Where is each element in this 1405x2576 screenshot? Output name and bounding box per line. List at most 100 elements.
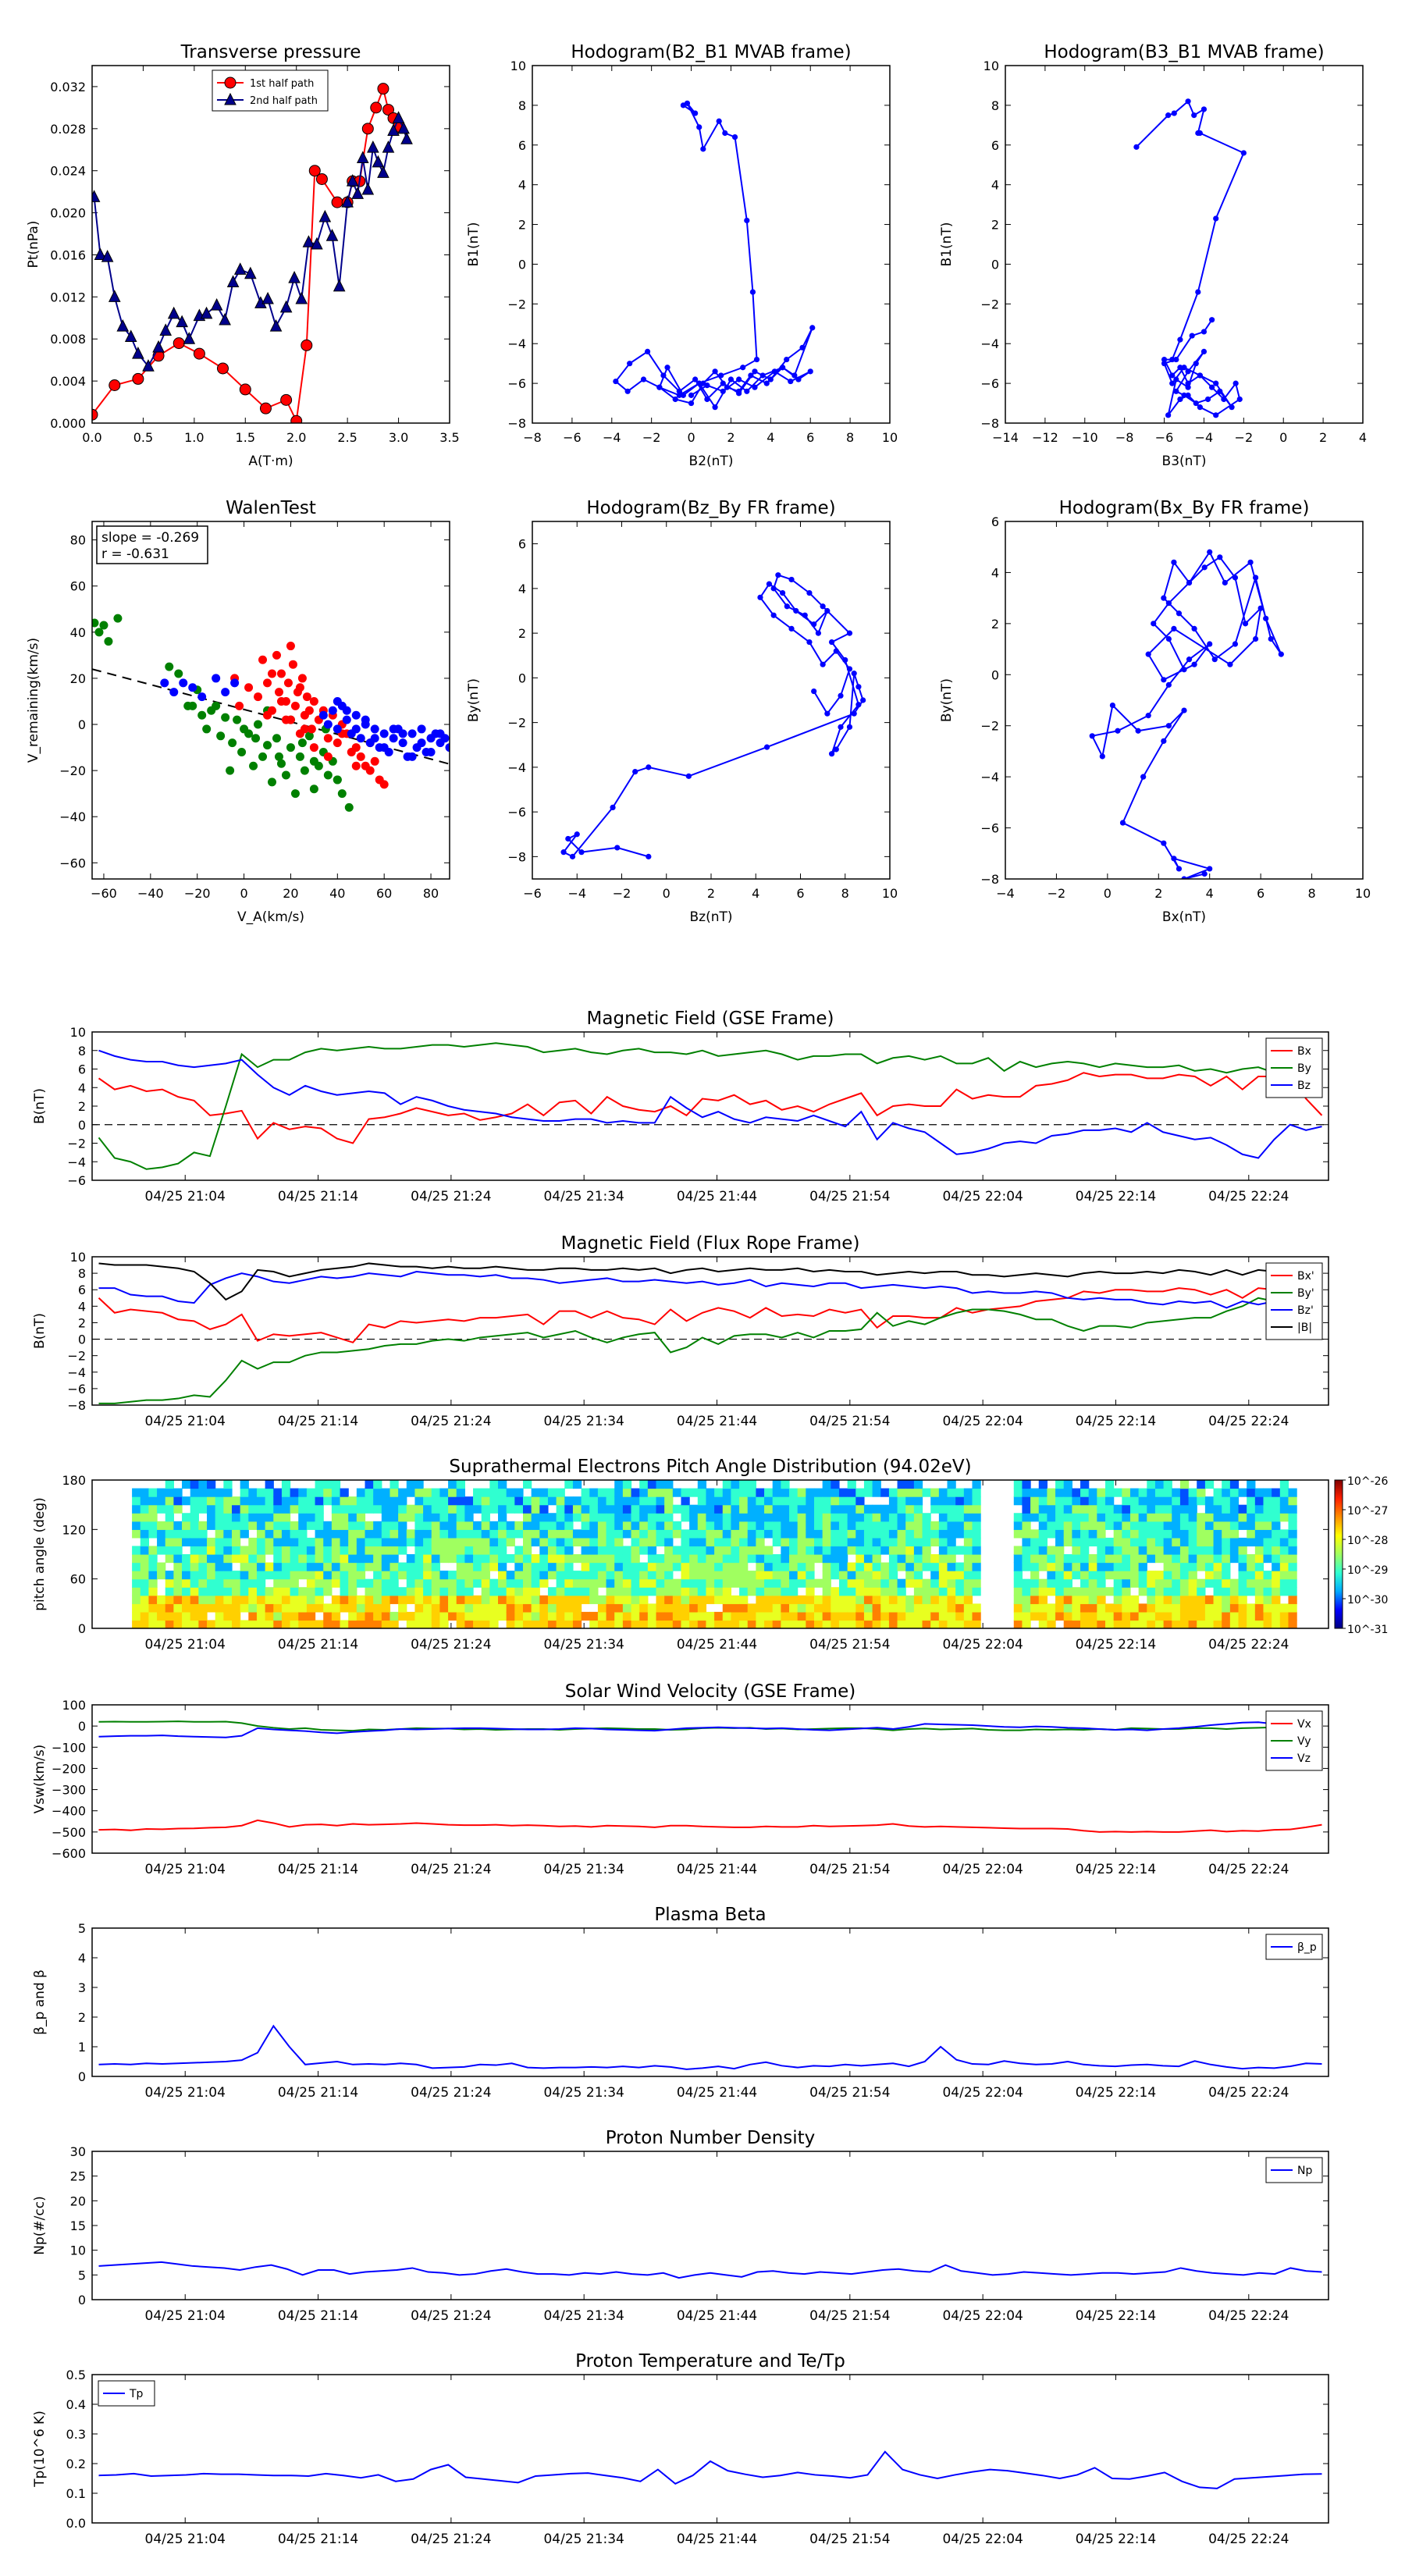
pad-cell [373,1571,382,1580]
pad-cell [132,1578,141,1588]
pad-cell [256,1513,266,1522]
pad-cell [1163,1595,1172,1604]
pad-cell [706,1504,715,1514]
hodogram_bz_by-series-0-point [833,746,839,753]
pad-cell [1022,1578,1031,1588]
pad-cell [1254,1571,1264,1580]
transverse_pressure-series-1-point [288,270,301,283]
pad-cell [1222,1496,1231,1506]
plasma_beta-xtick-label: 04/25 22:04 [942,2085,1023,2101]
pad-cell [806,1578,815,1588]
pad-cell [1263,1571,1272,1580]
pad-cell [838,1513,848,1522]
mag_gse-ytick-label: 2 [78,1099,86,1114]
pad-cell [389,1513,399,1522]
pad-cell [913,1554,923,1564]
pad-cell [348,1537,357,1547]
pad-cell [256,1571,266,1580]
mag_fr-ylabel: B(nT) [32,1313,48,1349]
pad-cell [781,1571,790,1580]
pad-cell [622,1496,632,1506]
pad-cell [747,1504,756,1514]
pad-cell [398,1595,407,1604]
pad-cell [439,1529,449,1539]
pad-cell [1072,1611,1081,1621]
hodogram_b3b1-series-0-point [1232,380,1239,386]
pad-cell [506,1578,515,1588]
pad-cell [1055,1571,1065,1580]
pad-cell [306,1603,316,1613]
pad-cell [938,1529,948,1539]
pad-cell [556,1521,565,1530]
walen_test-series-2-point [398,729,407,738]
pad-cell [464,1620,474,1628]
pad-cell [581,1529,590,1539]
pad-cell [963,1620,973,1628]
hodogram_bx_by-frame [1005,521,1364,880]
pad-cell [938,1546,948,1555]
pad-cell [365,1620,374,1628]
pad-cell [797,1611,806,1621]
pad-cell [1013,1496,1023,1506]
walen_test-xtick-label: 20 [283,886,298,901]
pad-cell [340,1562,349,1571]
pad-cell [606,1603,615,1613]
mag_fr-ytick-label: −6 [67,1382,86,1397]
transverse_pressure-series-1-point [367,140,379,153]
pad-cell [148,1513,158,1522]
pad-cell [1263,1595,1272,1604]
pad-cell [872,1611,881,1621]
hodogram_b2b1-series-0-line [614,102,813,409]
pad-cell [872,1571,881,1580]
pad-cell [431,1537,441,1547]
pad-cell [198,1595,208,1604]
hodogram_b3b1-ytick-label: 4 [991,178,999,193]
pad-cell [473,1611,482,1621]
pad-cell [323,1571,333,1580]
pad-cell [414,1521,424,1530]
pad-cell [473,1504,482,1514]
hodogram_bz_by-ytick-label: −2 [507,716,526,731]
pad-cell [656,1537,665,1547]
pad-cell [1263,1611,1272,1621]
pad-cell [764,1571,774,1580]
pad-cell [1254,1595,1264,1604]
pad-cell [913,1595,923,1604]
hodogram_bx_by-panel: Hodogram(Bx_By FR frame)−4 −2 0 2 4 6 8 10−8−6−… [939,498,1371,925]
pad-cell [1222,1620,1231,1628]
pad-cell [423,1513,432,1522]
pad-cell [905,1620,915,1628]
pad-cell [922,1595,931,1604]
pad-cell [847,1620,856,1628]
pad-cell [1238,1554,1247,1564]
pad-cell [1063,1611,1072,1621]
pad-cell [838,1587,848,1596]
pad-cell [290,1603,299,1613]
pad-cell [514,1571,524,1580]
walen_test-series-2-point [379,743,389,753]
pad-cell [182,1620,191,1628]
pad-cell [1179,1496,1190,1506]
pad-cell [1113,1529,1122,1539]
pad-cell [140,1529,150,1539]
pad-cell [431,1504,441,1514]
pad-cell [813,1521,823,1530]
pad-cell [498,1488,507,1497]
pad-cell [414,1488,424,1497]
mag_fr-legend: Bx'By'Bz'|B| [1265,1262,1323,1340]
pad-cell [547,1529,557,1539]
pad-cell [789,1529,799,1539]
pad-cell [256,1620,266,1628]
pad-cell [423,1496,432,1506]
hodogram_b2b1-series-0-point [696,380,702,386]
pad-cell [581,1578,590,1588]
pad-cell [1097,1554,1106,1564]
pad-cell [1279,1513,1289,1522]
pad-cell [589,1488,599,1497]
pad-cell [1063,1587,1072,1596]
pad-cell [498,1546,507,1555]
pad-cell [464,1578,474,1588]
hodogram_b3b1-series-0-point [1200,348,1208,354]
pad-cell [905,1521,915,1530]
mag_gse-plot-area [92,1042,1329,1170]
